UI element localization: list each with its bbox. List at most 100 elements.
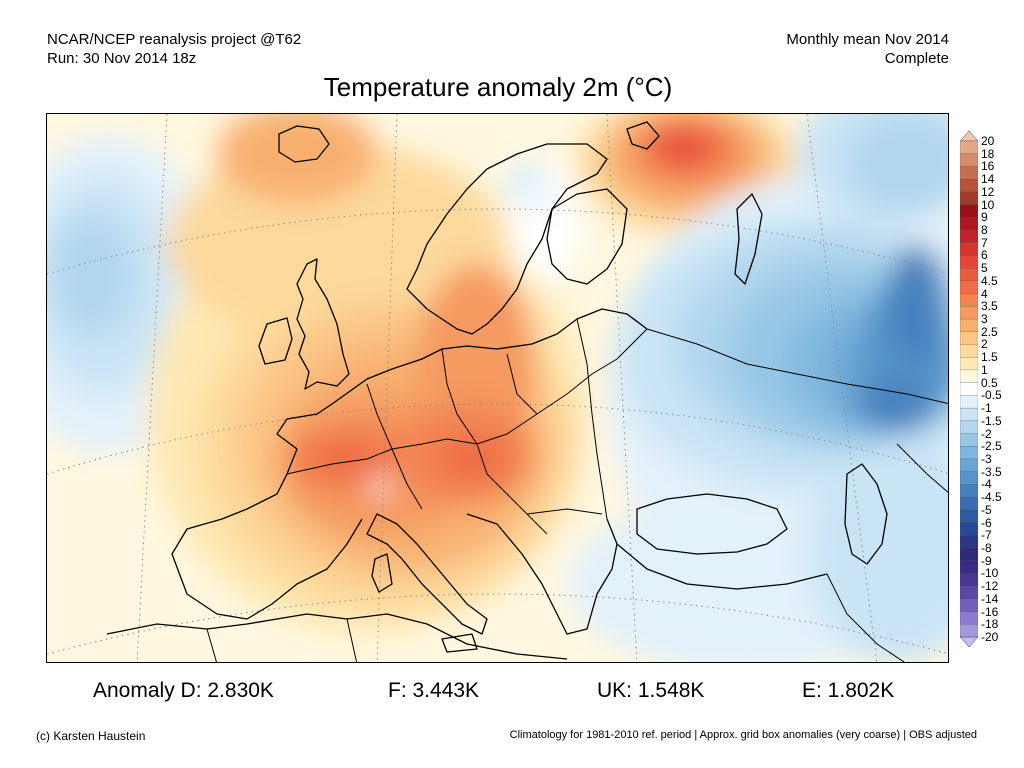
colorbar-label: 0.5 xyxy=(981,375,998,390)
colorbar-label: 7 xyxy=(981,235,988,250)
colorbar-label: 1.5 xyxy=(981,350,998,365)
colorbar-bottom-cap xyxy=(960,636,978,647)
colorbar-swatch xyxy=(960,522,978,536)
colorbar-swatch xyxy=(960,140,978,155)
colorbar-label: 4.5 xyxy=(981,273,998,288)
colorbar-label: 1 xyxy=(981,362,988,377)
colorbar-swatch xyxy=(960,547,978,562)
header-right: Monthly mean Nov 2014 Complete xyxy=(786,30,949,68)
colorbar-label: -4.5 xyxy=(981,490,1002,505)
colorbar-label: 3 xyxy=(981,312,988,327)
colorbar-label: -18 xyxy=(981,617,999,632)
colorbar-label: -3.5 xyxy=(981,464,1002,479)
colorbar-swatch xyxy=(960,344,978,358)
colorbar-swatch xyxy=(960,153,978,167)
colorbar-swatch xyxy=(960,598,978,613)
colorbar-swatch xyxy=(960,624,978,638)
colorbar-swatch xyxy=(960,357,978,371)
map-title: Temperature anomaly 2m (°C) xyxy=(323,72,673,102)
colorbar-label: -8 xyxy=(981,540,992,555)
colorbar-label: 5 xyxy=(981,261,988,276)
colorbar-label: -9 xyxy=(981,553,992,568)
colorbar xyxy=(960,131,978,647)
status-label: Complete xyxy=(884,50,949,67)
colorbar-swatch xyxy=(960,535,978,549)
colorbar-swatch xyxy=(960,446,978,460)
graticule xyxy=(47,114,948,662)
colorbar-label: 20 xyxy=(981,134,995,148)
colorbar-swatch xyxy=(960,280,978,295)
colorbar-label: -2 xyxy=(981,426,992,441)
colorbar-swatch xyxy=(960,496,978,511)
colorbar-label: -5 xyxy=(981,502,992,517)
colorbar-swatch xyxy=(960,166,978,180)
colorbar-label: -4 xyxy=(981,477,992,492)
colorbar-swatch xyxy=(960,573,978,587)
colorbar-swatch xyxy=(960,191,978,206)
colorbar-label: -12 xyxy=(981,579,999,594)
colorbar-swatch xyxy=(960,331,978,345)
colorbar-swatch xyxy=(960,318,978,333)
climatology-note: Climatology for 1981-2010 ref. period | … xyxy=(509,729,977,741)
colorbar-label: -20 xyxy=(981,630,999,644)
colorbar-swatch xyxy=(960,395,978,409)
colorbar-label: 2 xyxy=(981,337,988,352)
colorbar-swatch xyxy=(960,458,978,473)
colorbar-label: -3 xyxy=(981,451,992,466)
colorbar-swatch xyxy=(960,560,978,574)
stat-germany: Anomaly D: 2.830K xyxy=(93,679,274,702)
country-borders xyxy=(206,318,948,662)
map-frame xyxy=(46,113,949,663)
colorbar-label: -0.5 xyxy=(981,388,1002,403)
colorbar-swatch xyxy=(960,306,978,320)
colorbar-label: 16 xyxy=(981,159,995,174)
colorbar-label: 12 xyxy=(981,184,995,199)
colorbar-swatch xyxy=(960,204,978,218)
copyright: (c) Karsten Haustein xyxy=(36,729,146,743)
colorbar-swatch xyxy=(960,611,978,625)
period-label: Monthly mean Nov 2014 xyxy=(786,31,949,48)
colorbar-label: 10 xyxy=(981,197,995,212)
colorbar-swatch xyxy=(960,585,978,600)
anomaly-map xyxy=(47,114,948,662)
header-left: NCAR/NCEP reanalysis project @T62 Run: 3… xyxy=(47,30,301,68)
colorbar-label: -1 xyxy=(981,401,992,416)
colorbar-swatch xyxy=(960,382,978,396)
colorbar-label: 18 xyxy=(981,146,995,161)
colorbar-swatch xyxy=(960,433,978,447)
colorbar-label: 3.5 xyxy=(981,299,998,314)
colorbar-label: -1.5 xyxy=(981,413,1002,428)
colorbar-swatch xyxy=(960,420,978,434)
colorbar-label: 8 xyxy=(981,223,988,238)
colorbar-label: -6 xyxy=(981,515,992,530)
colorbar-swatch xyxy=(960,509,978,523)
colorbar-label: -2.5 xyxy=(981,439,1002,454)
stat-france: F: 3.443K xyxy=(388,679,480,702)
colorbar-label: 2.5 xyxy=(981,324,998,339)
colorbar-swatch xyxy=(960,293,978,307)
colorbar-label: 14 xyxy=(981,172,995,187)
colorbar-swatch xyxy=(960,471,978,485)
colorbar-swatch xyxy=(960,255,978,269)
model-label: NCAR/NCEP reanalysis project @T62 xyxy=(47,31,302,48)
colorbar-label: -14 xyxy=(981,591,999,606)
colorbar-swatch xyxy=(960,407,978,422)
colorbar-label: -7 xyxy=(981,528,992,543)
colorbar-label: -16 xyxy=(981,604,999,619)
colorbar-swatch xyxy=(960,242,978,256)
colorbar-top-cap xyxy=(960,131,978,142)
colorbar-swatch xyxy=(960,268,978,282)
colorbar-swatch xyxy=(960,484,978,498)
colorbar-labels: 20 18 16 14 12 10 9 8 7 6 5 4.5 4 3.5 3 2.5 2 1.5 1 0.5 -0.5… xyxy=(981,131,1024,647)
stat-spain: E: 1.802K xyxy=(802,679,895,702)
colorbar-label: 4 xyxy=(981,286,988,301)
run-label: Run: 30 Nov 2014 18z xyxy=(47,50,197,67)
colorbar-label: -10 xyxy=(981,566,999,581)
colorbar-label: 9 xyxy=(981,210,988,225)
stat-uk: UK: 1.548K xyxy=(597,679,705,702)
anomaly-field xyxy=(47,114,948,662)
colorbar-label: 6 xyxy=(981,248,988,263)
colorbar-swatch xyxy=(960,179,978,193)
colorbar-swatch xyxy=(960,229,978,244)
colorbar-swatch xyxy=(960,369,978,384)
